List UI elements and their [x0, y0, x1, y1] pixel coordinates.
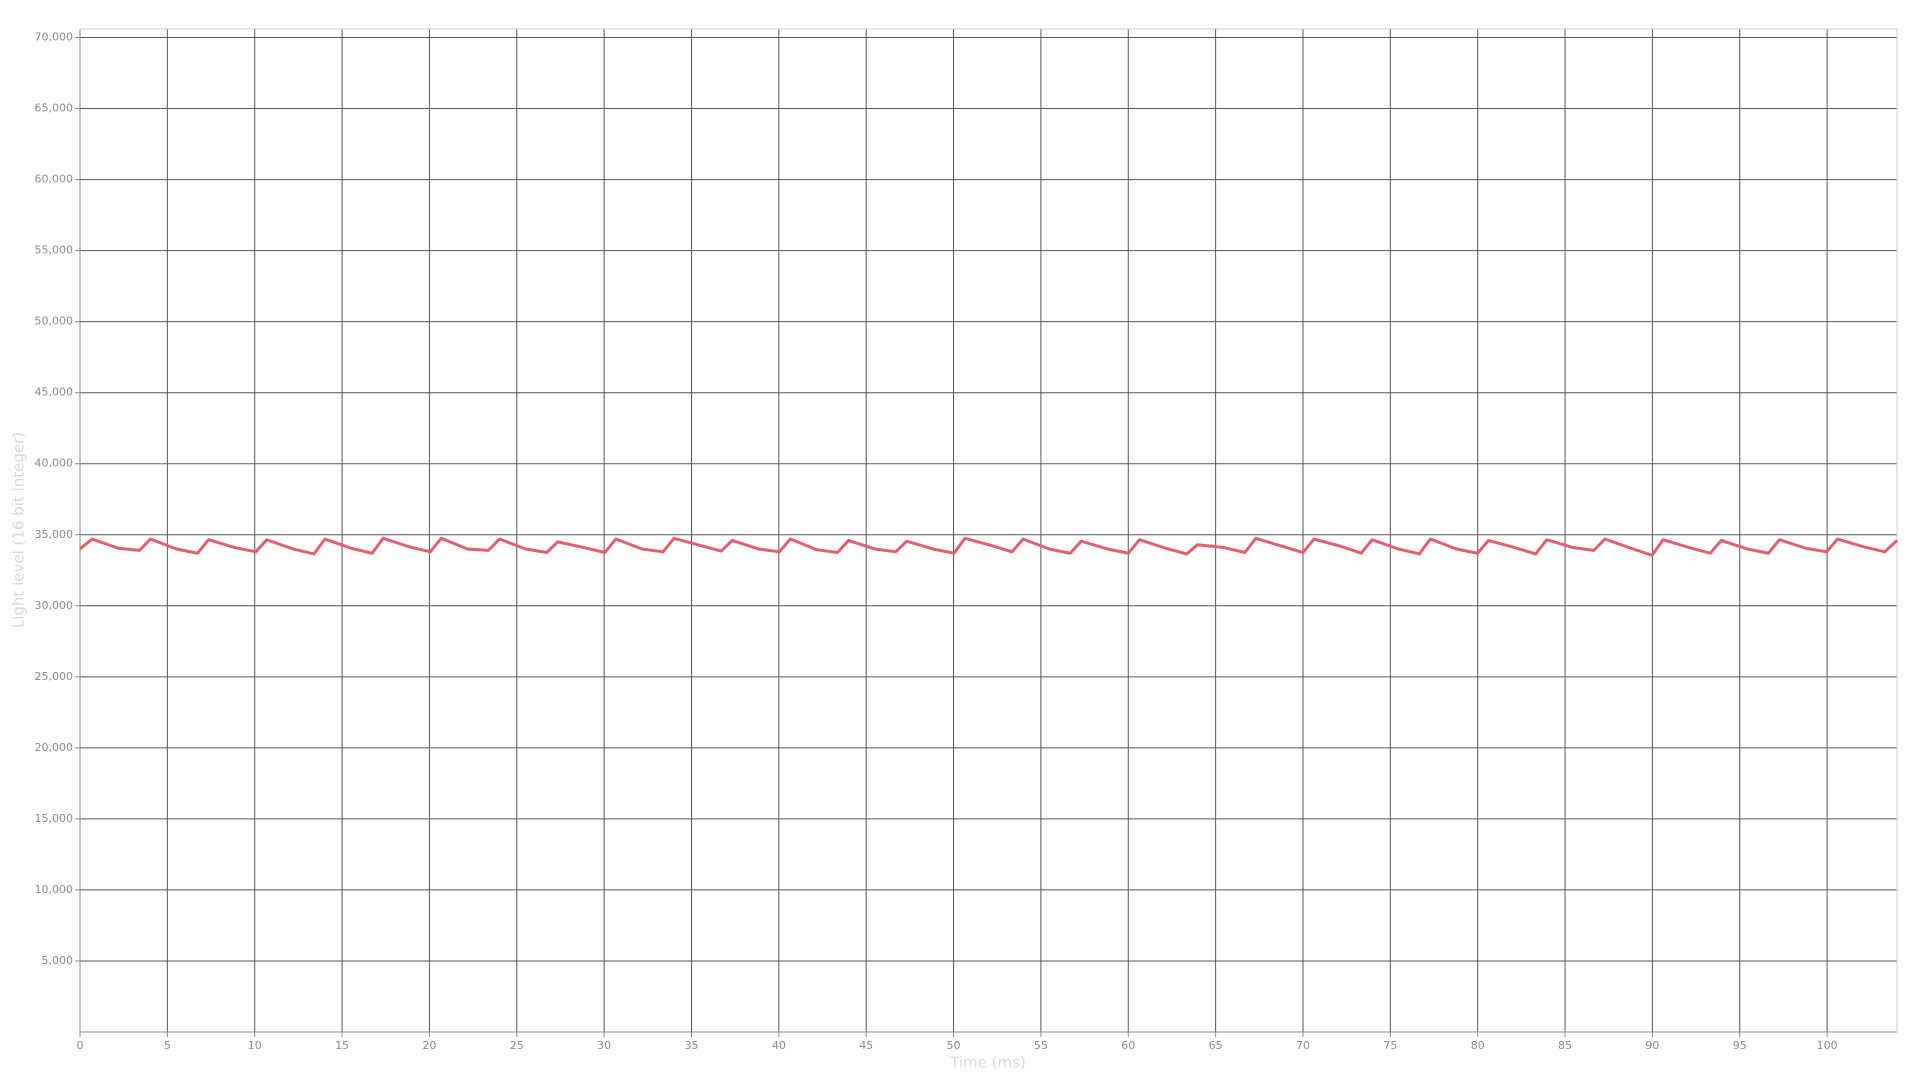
- x-tick-label: 40: [772, 1039, 786, 1052]
- x-tick-label: 25: [510, 1039, 524, 1052]
- x-tick-label: 65: [1209, 1039, 1223, 1052]
- x-tick-label: 35: [684, 1039, 698, 1052]
- x-tick-label: 85: [1558, 1039, 1572, 1052]
- data-line: [79, 536, 1899, 557]
- x-tick-label: 5: [164, 1039, 171, 1052]
- x-tick-label: 50: [947, 1039, 961, 1052]
- y-tick-label: 15,000: [35, 812, 74, 825]
- y-tick-label: 25,000: [35, 670, 74, 683]
- x-tick-label: 95: [1733, 1039, 1747, 1052]
- y-tick-label: 45,000: [35, 386, 74, 399]
- y-tick-label: 50,000: [35, 315, 74, 328]
- x-tick-label: 15: [335, 1039, 349, 1052]
- y-tick-label: 5,000: [42, 954, 74, 967]
- y-tick-label: 55,000: [35, 244, 74, 257]
- x-tick-label: 80: [1471, 1039, 1485, 1052]
- y-tick-label: 30,000: [35, 599, 74, 612]
- x-tick-label: 30: [597, 1039, 611, 1052]
- y-tick-label: 60,000: [35, 173, 74, 186]
- y-tick-label: 10,000: [35, 883, 74, 896]
- y-tick-label: 35,000: [35, 528, 74, 541]
- x-tick-label: 10: [248, 1039, 262, 1052]
- y-tick-label: 70,000: [35, 31, 74, 44]
- x-tick-label: 0: [77, 1039, 84, 1052]
- x-axis-title: Time (ms): [949, 1054, 1026, 1072]
- x-tick-label: 90: [1645, 1039, 1659, 1052]
- y-tick-label: 40,000: [35, 457, 74, 470]
- x-tick-label: 100: [1817, 1039, 1838, 1052]
- y-tick-label: 65,000: [35, 102, 74, 115]
- y-axis-title: Light level (16 bit integer): [10, 432, 28, 628]
- x-tick-label: 70: [1296, 1039, 1310, 1052]
- x-tick-label: 55: [1034, 1039, 1048, 1052]
- x-tick-label: 20: [422, 1039, 436, 1052]
- x-tick-label: 45: [859, 1039, 873, 1052]
- x-tick-label: 60: [1121, 1039, 1135, 1052]
- y-tick-label: 20,000: [35, 741, 74, 754]
- x-tick-label: 75: [1383, 1039, 1397, 1052]
